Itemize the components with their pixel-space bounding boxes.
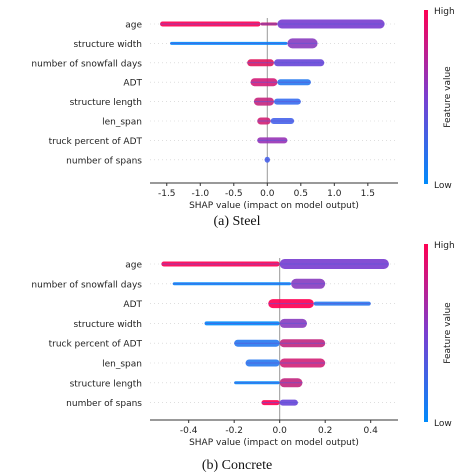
concrete-colorbar-low: Low — [434, 419, 452, 429]
concrete-feature-row: ADT — [123, 299, 398, 310]
concrete-x-tick-label: -0.2 — [225, 426, 243, 436]
concrete-colorbar — [424, 244, 428, 422]
steel-x-tick-label: -1.5 — [158, 189, 176, 199]
steel-feature-label: len_span — [102, 118, 142, 128]
steel-shap-chart: age structure width number of snowfall day… — [31, 7, 455, 211]
steel-feature-row: age — [125, 19, 398, 31]
concrete-feature-row: number of snowfall days — [31, 278, 398, 290]
concrete-feature-label: number of spans — [66, 399, 142, 409]
concrete-caption: (b) Concrete — [201, 458, 273, 473]
concrete-feature-row: truck percent of ADT — [49, 339, 398, 350]
steel-x-tick-label: 0.5 — [294, 189, 308, 199]
concrete-panel: age number of snowfall days ADT structure w… — [0, 232, 474, 474]
steel-feature-row: number of snowfall days — [31, 59, 398, 69]
steel-x-tick-label: -0.5 — [225, 189, 243, 199]
concrete-x-tick-label: 0.0 — [273, 426, 288, 436]
concrete-x-tick-label: 0.4 — [364, 426, 379, 436]
steel-feature-row: truck percent of ADT — [49, 137, 398, 147]
steel-x-tick-label: 0.0 — [260, 189, 275, 199]
steel-colorbar-high: High — [434, 7, 455, 17]
concrete-x-tick-label: 0.2 — [318, 426, 332, 436]
steel-feature-label: structure length — [70, 98, 142, 108]
steel-x-tick-label: -1.0 — [191, 189, 209, 199]
steel-feature-row: structure width — [73, 38, 398, 50]
steel-feature-label: age — [125, 21, 142, 31]
concrete-feature-label: structure length — [70, 379, 142, 389]
steel-feature-label: ADT — [123, 79, 142, 89]
concrete-shap-chart: age number of snowfall days ADT structure w… — [31, 241, 455, 448]
steel-colorbar-label: Feature value — [443, 66, 453, 128]
concrete-feature-row: age — [125, 259, 398, 271]
steel-x-axis-label: SHAP value (impact on model output) — [189, 201, 359, 211]
steel-feature-row: ADT — [123, 78, 398, 89]
concrete-feature-label: len_span — [102, 360, 142, 370]
steel-panel: age structure width number of snowfall day… — [0, 0, 474, 233]
concrete-feature-row: structure width — [73, 318, 398, 330]
concrete-feature-row: len_span — [102, 358, 398, 370]
concrete-feature-label: truck percent of ADT — [49, 340, 143, 350]
concrete-feature-label: number of snowfall days — [31, 280, 142, 290]
concrete-colorbar-label: Feature value — [443, 302, 453, 364]
concrete-x-axis-label: SHAP value (impact on model output) — [189, 438, 359, 448]
concrete-feature-label: structure width — [73, 320, 142, 330]
steel-caption: (a) Steel — [213, 214, 261, 229]
steel-x-tick-label: 1.0 — [327, 189, 342, 199]
steel-feature-row: number of spans — [66, 156, 398, 166]
steel-feature-label: number of snowfall days — [31, 59, 142, 69]
concrete-colorbar-high: High — [434, 241, 455, 251]
steel-colorbar — [424, 10, 428, 184]
steel-feature-label: truck percent of ADT — [49, 137, 143, 147]
steel-feature-row: len_span — [102, 117, 398, 128]
concrete-feature-label: ADT — [123, 300, 142, 310]
concrete-feature-label: age — [125, 261, 142, 271]
concrete-feature-row: number of spans — [66, 399, 398, 409]
steel-feature-label: number of spans — [66, 156, 142, 166]
concrete-feature-row: structure length — [70, 378, 398, 389]
steel-x-tick-label: 1.5 — [361, 189, 375, 199]
steel-feature-label: structure width — [73, 40, 142, 50]
concrete-x-tick-label: -0.4 — [180, 426, 198, 436]
steel-colorbar-low: Low — [434, 181, 452, 191]
steel-feature-row: structure length — [70, 97, 398, 108]
